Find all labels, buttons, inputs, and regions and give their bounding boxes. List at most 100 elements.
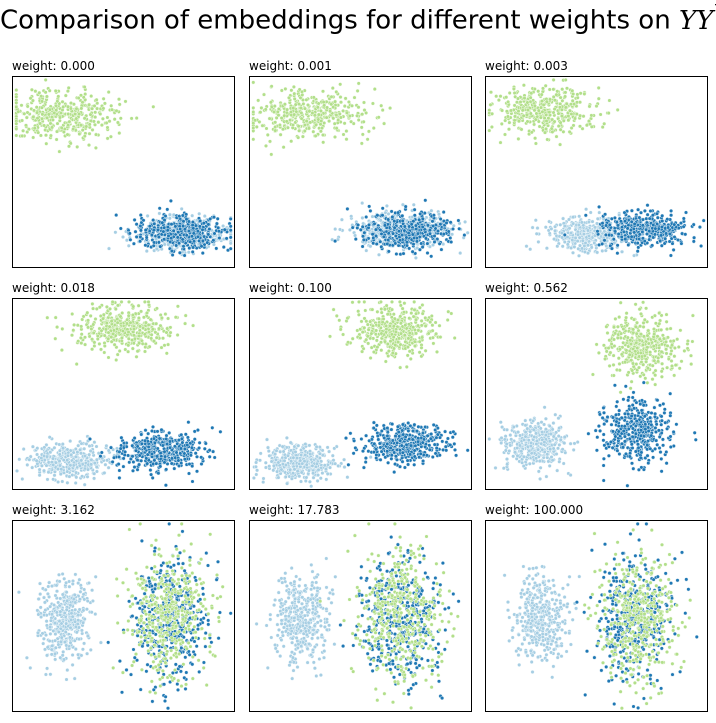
scatter-point [251,105,256,110]
scatter-point [291,106,296,111]
scatter-point [417,247,422,252]
scatter-point [208,216,213,221]
scatter-point [78,93,83,98]
scatter-point [110,299,115,304]
scatter-point [567,108,572,113]
scatter-point [164,351,169,356]
scatter-point [554,92,559,97]
scatter-point [166,316,171,321]
scatter-point [338,82,343,87]
scatter-point [51,462,56,467]
panel-title: weight: 0.000 [12,59,95,73]
scatter-point [344,129,349,134]
scatter-point [401,251,406,256]
scatter-point [269,84,274,89]
scatter-point [75,144,80,149]
scatter-point [612,215,617,220]
panel-title-weight: 0.001 [297,59,332,73]
scatter-point [635,241,640,246]
scatter-point [90,301,95,306]
scatter-point [625,226,630,231]
scatter-point [629,234,634,239]
scatter-axes [12,298,235,490]
scatter-point [538,115,543,120]
scatter-point [175,304,180,309]
scatter-point [82,335,87,340]
scatter-point [105,115,110,120]
scatter-point [63,93,68,98]
scatter-point [129,116,134,121]
scatter-point [44,133,49,138]
scatter-point [615,243,620,248]
scatter-point [400,233,405,238]
scatter-point [46,470,51,475]
scatter-point [297,102,302,107]
scatter-point [179,461,184,466]
scatter-point [285,125,290,130]
scatter-point [183,432,188,437]
scatter-point [98,454,103,459]
scatter-point [602,229,607,234]
scatter-point [156,227,161,232]
scatter-point [118,116,123,121]
scatter-point [589,124,594,129]
scatter-point [597,210,602,215]
scatter-point [635,249,640,254]
scatter-point [617,212,622,217]
scatter-point [43,128,48,133]
scatter-point [221,223,226,228]
scatter-point [79,324,84,329]
scatter-point [130,443,135,448]
scatter-point [148,317,153,322]
scatter-point [559,230,564,235]
scatter-point [118,314,123,319]
scatter-point [334,126,339,131]
scatter-point [183,321,188,326]
scatter-point [74,106,79,111]
scatter-point [115,303,120,308]
scatter-point [38,121,43,126]
scatter-point [179,432,184,437]
panel-title-weight: 0.003 [533,59,568,73]
scatter-point [640,217,645,222]
scatter-point [55,325,60,330]
scatter-point [435,229,440,234]
scatter-point [659,225,664,230]
scatter-point [214,221,219,226]
scatter-point [350,225,355,230]
scatter-point [216,225,221,230]
scatter-point [55,121,60,126]
scatter-point [653,226,658,231]
scatter-point [228,216,233,221]
scatter-point [552,98,557,103]
scatter-point [206,232,211,237]
scatter-point [450,232,455,237]
scatter-point [88,112,93,117]
scatter-point [319,119,324,124]
scatter-point [39,94,44,99]
scatter-point [45,454,50,459]
scatter-point [356,81,361,86]
scatter-point [566,217,571,222]
scatter-point [131,341,136,346]
scatter-point [61,130,66,135]
scatter-point [177,250,182,255]
scatter-point [355,88,360,93]
scatter-point [95,334,100,339]
scatter-point [563,90,568,95]
scatter-point [197,224,202,229]
scatter-point [437,241,442,246]
scatter-point [663,236,668,241]
scatter-point [104,120,109,125]
scatter-point [126,243,131,248]
scatter-point [356,222,361,227]
scatter-point [17,457,22,462]
scatter-point [58,472,63,477]
scatter-point [381,234,386,239]
scatter-point [334,89,339,94]
scatter-point [681,216,686,221]
scatter-point [296,135,301,140]
scatter-point [171,228,176,233]
scatter-point [82,134,87,139]
scatter-point [412,213,417,218]
